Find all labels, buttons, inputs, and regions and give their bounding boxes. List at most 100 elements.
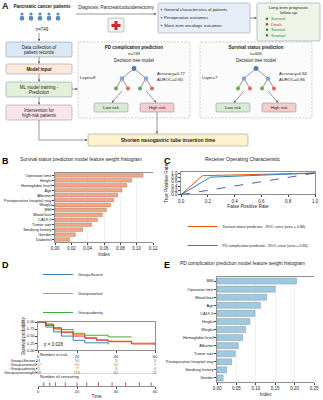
svg-text:Postoperative hospital stay: Postoperative hospital stay: [166, 359, 214, 364]
svg-text:p = 0.028: p = 0.028: [44, 342, 63, 347]
svg-text:20: 20: [75, 354, 80, 359]
svg-text:60: 60: [153, 354, 158, 359]
svg-text:0.05: 0.05: [232, 386, 241, 391]
svg-text:0.04: 0.04: [83, 246, 92, 251]
svg-text:Index: Index: [260, 392, 272, 397]
svg-text:AUROC=0.86: AUROC=0.86: [279, 77, 305, 82]
svg-text:Blood loss: Blood loss: [33, 212, 51, 217]
svg-text:Diagnosis: Pancreaticoduodenec: Diagnosis: Pancreaticoduodenectomy: [78, 5, 154, 10]
svg-text:Model input: Model input: [26, 67, 52, 72]
svg-text:0.25: 0.25: [310, 386, 319, 391]
svg-text:98: 98: [75, 362, 80, 367]
svg-text:General characteristics of pat: General characteristics of patients: [164, 7, 227, 12]
svg-text:BMI: BMI: [206, 278, 213, 283]
svg-text:0.15: 0.15: [271, 386, 280, 391]
svg-text:n=605: n=605: [250, 51, 262, 56]
svg-text:1.0: 1.0: [171, 171, 178, 176]
svg-text:Gender: Gender: [200, 375, 214, 380]
svg-text:Group=overweight: Group=overweight: [4, 371, 36, 375]
svg-text:0.4: 0.4: [171, 184, 178, 189]
svg-text:Age: Age: [206, 303, 214, 308]
svg-text:3: 3: [115, 366, 118, 371]
svg-text:15: 15: [36, 366, 41, 371]
svg-text:Weight: Weight: [201, 327, 214, 332]
svg-text:True Positive Rate: True Positive Rate: [164, 163, 169, 203]
svg-text:0.10: 0.10: [132, 246, 141, 251]
svg-text:Time: Time: [92, 394, 102, 399]
svg-text:0: 0: [37, 389, 40, 394]
svg-text:0.00: 0.00: [27, 348, 36, 353]
svg-text:34: 34: [114, 362, 119, 367]
svg-text:Death: Death: [271, 22, 282, 27]
svg-text:Survival: Survival: [271, 27, 285, 32]
svg-text:patient records: patient records: [24, 50, 55, 55]
svg-text:0.4: 0.4: [231, 199, 238, 204]
svg-text:Operation time: Operation time: [187, 287, 214, 292]
svg-text:Survival status prediction - R: Survival status prediction - ROC curve (…: [223, 225, 306, 229]
svg-text:0.02: 0.02: [67, 246, 76, 251]
svg-text:ML model training -: ML model training -: [20, 85, 59, 90]
svg-text:Accuracy=0.77: Accuracy=0.77: [157, 71, 185, 76]
svg-text:Age: Age: [44, 188, 52, 193]
svg-text:Prediction: Prediction: [29, 90, 50, 95]
svg-text:Height: Height: [40, 178, 52, 183]
svg-text:1.0: 1.0: [312, 199, 319, 204]
svg-text:Weight: Weight: [39, 202, 52, 207]
svg-text:Survival: Survival: [271, 33, 285, 38]
svg-text:Height: Height: [202, 319, 214, 324]
svg-text:Index: Index: [98, 252, 110, 257]
svg-text:Survival status prediction: Survival status prediction: [228, 45, 283, 50]
svg-text:115: 115: [74, 370, 81, 375]
svg-text:0.08: 0.08: [116, 246, 125, 251]
svg-text:10: 10: [75, 358, 80, 363]
svg-text:Operation time: Operation time: [25, 173, 52, 178]
svg-text:0.50: 0.50: [27, 333, 36, 338]
svg-text:0.6: 0.6: [171, 179, 178, 184]
svg-text:Perioperative outcomes: Perioperative outcomes: [164, 15, 208, 20]
svg-text:0: 0: [154, 366, 157, 371]
svg-text:Decision tree model: Decision tree model: [236, 58, 276, 63]
svg-text:False Positive Rate: False Positive Rate: [227, 204, 269, 209]
svg-text:Postoperative hospital stay: Postoperative hospital stay: [4, 198, 52, 203]
svg-text:PD complication prediction: PD complication prediction: [105, 45, 164, 50]
svg-text:A: A: [2, 1, 9, 11]
svg-text:20: 20: [75, 389, 80, 394]
svg-text:CA19-9: CA19-9: [200, 311, 214, 316]
svg-text:41: 41: [114, 370, 119, 375]
svg-text:PD complication prediction mod: PD complication prediction model feature…: [180, 261, 305, 266]
svg-text:Smoking history: Smoking history: [185, 367, 213, 372]
svg-text:Intervention for: Intervention for: [24, 108, 55, 113]
svg-text:60: 60: [153, 389, 158, 394]
svg-text:3: 3: [115, 358, 118, 363]
svg-text:Shorten nasogastric tube inser: Shorten nasogastric tube insertion time: [121, 137, 216, 143]
svg-text:0.20: 0.20: [290, 386, 299, 391]
svg-text:0: 0: [37, 354, 40, 359]
svg-text:Decision tree model: Decision tree model: [114, 58, 154, 63]
svg-text:0.10: 0.10: [251, 386, 260, 391]
svg-text:High risk: High risk: [149, 105, 167, 110]
svg-text:Short-term oncologic outcomes: Short-term oncologic outcomes: [164, 23, 222, 28]
svg-text:Data collection of: Data collection of: [22, 45, 57, 50]
svg-text:Diabetes: Diabetes: [36, 237, 52, 242]
svg-text:7: 7: [76, 366, 79, 371]
svg-text:Gender: Gender: [38, 232, 52, 237]
svg-text:0.8: 0.8: [171, 175, 178, 180]
svg-text:1.00: 1.00: [27, 319, 36, 324]
svg-text:40: 40: [114, 354, 119, 359]
svg-text:follow-up: follow-up: [280, 10, 297, 15]
svg-text:0.2: 0.2: [205, 199, 212, 204]
svg-text:0.6: 0.6: [258, 199, 265, 204]
svg-text:247: 247: [35, 362, 42, 367]
svg-text:0.12: 0.12: [149, 246, 158, 251]
svg-text:0.0: 0.0: [178, 199, 185, 204]
svg-text:Group=Severe: Group=Severe: [10, 359, 35, 363]
svg-text:11: 11: [153, 370, 158, 375]
svg-text:Albumin: Albumin: [199, 343, 213, 348]
svg-text:Low risk: Low risk: [225, 105, 242, 110]
svg-text:Group=obesity: Group=obesity: [10, 367, 35, 371]
svg-text:0.8: 0.8: [285, 199, 292, 204]
svg-text:Hemoglobin level: Hemoglobin level: [183, 335, 214, 340]
svg-text:Tumor size: Tumor size: [32, 222, 52, 227]
svg-text:Group=normal: Group=normal: [78, 292, 103, 296]
svg-text:CA19-9: CA19-9: [38, 217, 52, 222]
